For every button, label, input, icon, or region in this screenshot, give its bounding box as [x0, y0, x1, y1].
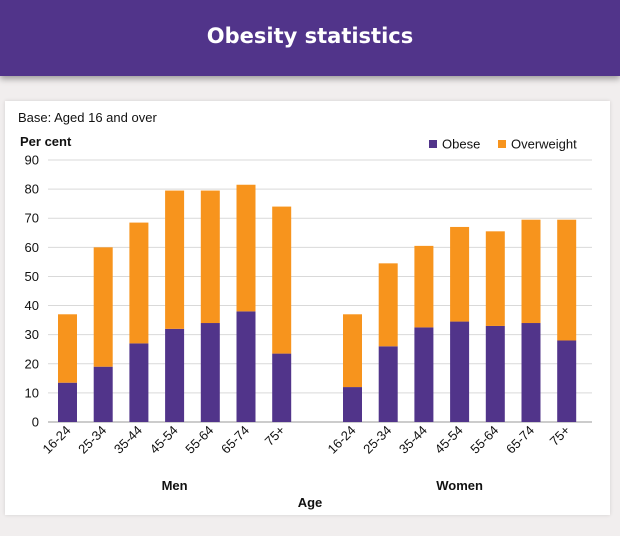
bar-overweight [485, 231, 505, 326]
bar-obese [272, 353, 292, 422]
x-tick-label: 55-64 [182, 423, 216, 457]
page-title: Obesity statistics [206, 24, 414, 48]
bar-obese [236, 311, 256, 422]
x-tick-label: 16-24 [40, 423, 74, 457]
y-tick-label: 80 [25, 182, 39, 197]
group-label: Women [436, 478, 483, 493]
y-tick-label: 30 [25, 327, 39, 342]
y-tick-label: 40 [25, 298, 39, 313]
x-tick-label: 45-54 [147, 423, 181, 457]
bar-obese [378, 346, 398, 422]
bar-obese [93, 366, 113, 422]
bar-overweight [200, 190, 220, 324]
bar-obese [129, 343, 149, 422]
bar-overweight [557, 219, 577, 341]
bar-obese [485, 325, 505, 422]
legend-swatch [429, 140, 437, 148]
chart-card: Base: Aged 16 and over 0 10 20 30 40 50 60 70 80… [5, 101, 610, 515]
x-tick-label: 65-74 [218, 423, 252, 457]
stacked-bar-chart: 0 10 20 30 40 50 60 70 80 90 Per cent Obese Overweig… [20, 134, 592, 510]
y-tick-label: 0 [32, 415, 39, 430]
y-axis-title: Per cent [20, 134, 72, 149]
legend-swatch [498, 140, 506, 148]
bar-overweight [343, 314, 362, 388]
bar-obese [450, 321, 470, 422]
bar-overweight [165, 190, 185, 329]
y-tick-label: 90 [25, 153, 39, 168]
bar-obese [58, 382, 77, 422]
x-tick-label: 35-44 [111, 423, 145, 457]
bar-obese [165, 328, 185, 422]
bar-overweight [93, 247, 113, 367]
bar-overweight [450, 226, 470, 322]
y-tick-label: 10 [25, 385, 39, 400]
page-header: Obesity statistics [0, 0, 620, 76]
y-tick-label: 70 [25, 211, 39, 226]
bar-obese [414, 327, 434, 422]
bar-overweight [378, 263, 398, 347]
legend-label: Overweight [511, 137, 577, 152]
bar-obese [521, 323, 541, 422]
x-tick-label: 35-44 [396, 423, 430, 457]
x-tick-label: 75+ [547, 423, 573, 449]
legend-label: Obese [442, 137, 480, 152]
x-tick-label: 75+ [262, 423, 288, 449]
bar-overweight [58, 314, 77, 383]
bar-overweight [272, 206, 292, 354]
x-tick-label: 16-24 [325, 423, 359, 457]
bar-obese [557, 340, 577, 422]
x-tick-label: 55-64 [467, 423, 501, 457]
x-tick-label: 65-74 [503, 423, 537, 457]
x-tick-label: 45-54 [432, 423, 466, 457]
y-tick-label: 20 [25, 356, 39, 371]
bar-overweight [414, 245, 434, 328]
bar-overweight [521, 219, 541, 324]
bar-overweight [236, 184, 256, 312]
bar-overweight [129, 222, 149, 344]
base-note: Base: Aged 16 and over [18, 110, 157, 125]
y-tick-label: 60 [25, 240, 39, 255]
bar-obese [343, 387, 362, 422]
bar-obese [200, 323, 220, 422]
x-tick-label: 25-34 [75, 423, 109, 457]
group-label: Men [162, 478, 188, 493]
x-axis-title: Age [298, 495, 323, 510]
x-tick-label: 25-34 [360, 423, 394, 457]
y-tick-label: 50 [25, 269, 39, 284]
